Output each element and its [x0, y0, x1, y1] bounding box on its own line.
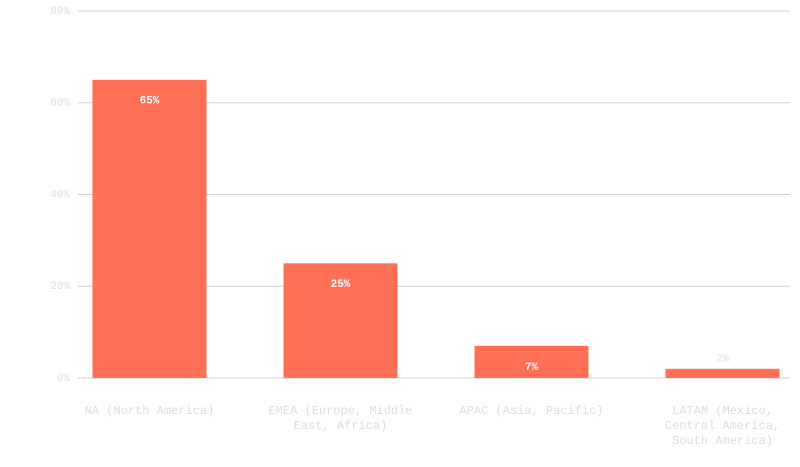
y-tick-label: 20% [50, 281, 70, 293]
value-label: 2% [716, 354, 730, 366]
y-tick-label: 80% [50, 6, 70, 18]
x-tick-label: EMEA (Europe, Middle East, Africa) [268, 404, 413, 433]
value-label: 25% [331, 279, 351, 291]
bar [283, 263, 398, 378]
y-tick-label: 40% [50, 189, 70, 201]
y-tick-label: 0% [57, 373, 71, 385]
bar [92, 79, 207, 378]
x-tick-label: LATAM (Mexico, Central America, South Am… [664, 404, 781, 448]
bar [474, 345, 589, 378]
y-tick-label: 60% [50, 98, 70, 110]
x-tick-label: NA (North America) [84, 404, 215, 418]
x-tick-label: APAC (Asia, Pacific) [459, 404, 604, 418]
bar [665, 368, 780, 378]
value-label: 65% [140, 96, 160, 108]
value-label: 7% [525, 362, 539, 374]
